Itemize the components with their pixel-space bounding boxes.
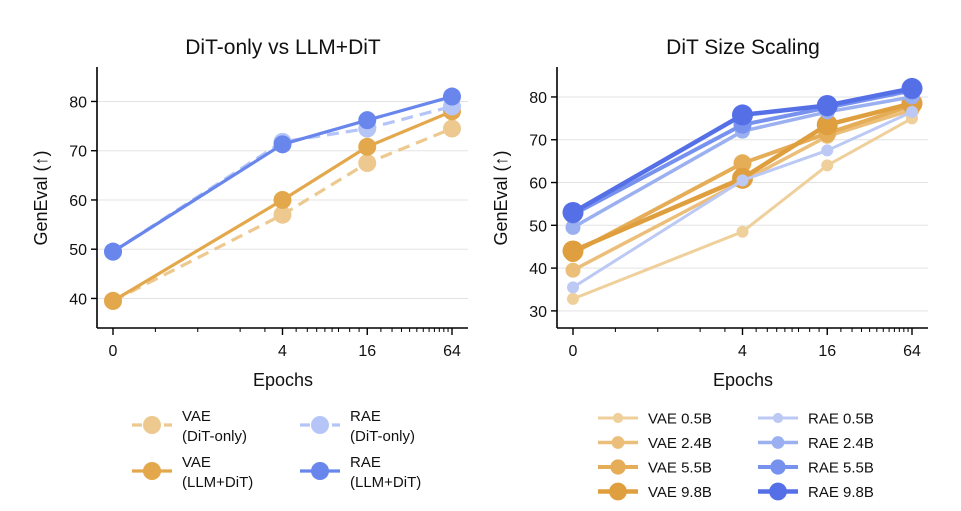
data-point xyxy=(358,137,377,156)
data-point xyxy=(567,292,579,305)
legend-label: RAE 9.8B xyxy=(808,484,874,501)
chart-dit-only-vs-llm-dit: DiT-only vs LLM+DiT GenEval (↑) Epochs 4… xyxy=(31,36,468,491)
legend-label: VAE 5.5B xyxy=(648,460,712,477)
data-point xyxy=(443,119,461,138)
legend-marker xyxy=(311,416,329,434)
data-point xyxy=(104,242,122,261)
data-point xyxy=(443,87,461,106)
x-tick-label: 4 xyxy=(738,343,747,360)
y-tick-label: 70 xyxy=(69,144,87,161)
y-tick-label: 40 xyxy=(529,261,547,278)
legend-marker xyxy=(609,482,627,501)
legend-marker xyxy=(611,436,625,449)
x-tick-label: 16 xyxy=(358,343,376,360)
legend-label: RAE 5.5B xyxy=(808,460,874,477)
y-tick-label: 30 xyxy=(529,304,547,321)
data-point xyxy=(901,77,923,99)
data-point xyxy=(358,111,377,130)
y-axis-label: GenEval (↑) xyxy=(491,150,511,245)
data-point xyxy=(565,262,581,278)
data-point xyxy=(816,95,838,117)
y-axis-label: GenEval (↑) xyxy=(31,150,51,245)
data-point xyxy=(906,105,918,118)
data-point xyxy=(273,190,292,209)
data-point xyxy=(816,114,838,136)
x-axis-label: Epochs xyxy=(253,370,313,390)
data-point xyxy=(736,174,749,187)
y-tick-label: 50 xyxy=(69,242,87,259)
legend-marker xyxy=(769,482,787,501)
legend-marker xyxy=(772,412,784,424)
legend-label: VAE 9.8B xyxy=(648,484,712,501)
series-line xyxy=(571,86,913,215)
data-point xyxy=(565,219,581,235)
legend-label: VAE 2.4B xyxy=(648,435,712,452)
legend-label: (DiT-only) xyxy=(182,428,247,445)
data-point xyxy=(104,291,122,310)
data-point xyxy=(273,205,292,224)
series-line xyxy=(112,95,453,254)
axes: 40 50 60 70 80 0 4 16 64 xyxy=(69,67,468,360)
x-tick-label: 64 xyxy=(443,343,461,360)
series-line xyxy=(112,104,453,254)
legend-marker xyxy=(770,459,786,475)
data-point xyxy=(732,104,753,126)
legend-marker xyxy=(610,459,626,475)
x-tick-label: 0 xyxy=(109,343,118,360)
legend-label: VAE xyxy=(182,454,211,471)
x-tick-label: 64 xyxy=(903,343,921,360)
series-line xyxy=(572,95,913,229)
y-tick-label: 80 xyxy=(529,90,547,107)
data-point xyxy=(733,154,752,173)
chart-dit-size-scaling: DiT Size Scaling GenEval (↑) Epochs 3040… xyxy=(491,36,928,501)
y-tick-label: 80 xyxy=(69,94,87,111)
data-point xyxy=(567,281,579,294)
series-line xyxy=(572,110,913,289)
legend-label: (DiT-only) xyxy=(350,428,415,445)
series-line xyxy=(572,108,913,272)
legend: VAE 0.5B VAE 2.4B VAE 5.5B VAE 9.8B RAE 0.5B… xyxy=(598,411,874,501)
data-point xyxy=(562,240,584,262)
axes: 30 40 50 60 70 80 0 4 16 64 xyxy=(529,67,928,360)
x-tick-label: 16 xyxy=(818,343,836,360)
legend-label: RAE 2.4B xyxy=(808,435,874,452)
data-point xyxy=(562,201,584,223)
legend-label: RAE 0.5B xyxy=(808,411,874,428)
y-tick-label: 60 xyxy=(69,193,87,210)
series-line xyxy=(572,117,913,301)
series-line xyxy=(112,109,453,303)
y-tick-label: 40 xyxy=(69,291,87,308)
y-tick-label: 60 xyxy=(529,176,547,193)
series-line xyxy=(112,127,453,303)
series-line xyxy=(572,103,913,255)
legend-label: VAE xyxy=(182,408,211,425)
data-point xyxy=(273,135,292,154)
legend-marker xyxy=(771,436,785,449)
x-tick-label: 4 xyxy=(278,343,287,360)
y-tick-label: 70 xyxy=(529,133,547,150)
x-tick-label: 0 xyxy=(569,343,578,360)
data-point xyxy=(821,159,834,172)
chart-title: DiT Size Scaling xyxy=(666,36,820,59)
data-point xyxy=(736,225,749,238)
y-tick-label: 50 xyxy=(529,218,547,235)
legend-marker xyxy=(612,412,624,424)
data-point xyxy=(821,144,834,157)
legend-label: (LLM+DiT) xyxy=(182,474,253,491)
legend-label: VAE 0.5B xyxy=(648,411,712,428)
series-group xyxy=(562,77,923,305)
series-line xyxy=(572,101,913,254)
legend-label: RAE xyxy=(350,408,381,425)
legend-marker xyxy=(143,462,161,480)
legend-label: (LLM+DiT) xyxy=(350,474,421,491)
chart-title: DiT-only vs LLM+DiT xyxy=(185,36,381,59)
legend-marker xyxy=(311,462,329,480)
series-group xyxy=(104,87,461,310)
legend: VAE (DiT-only) VAE (LLM+DiT) RAE (DiT-only) RA… xyxy=(132,408,421,491)
data-point xyxy=(358,154,377,173)
legend-label: RAE xyxy=(350,454,381,471)
legend-marker xyxy=(143,416,161,434)
x-axis-label: Epochs xyxy=(713,370,773,390)
